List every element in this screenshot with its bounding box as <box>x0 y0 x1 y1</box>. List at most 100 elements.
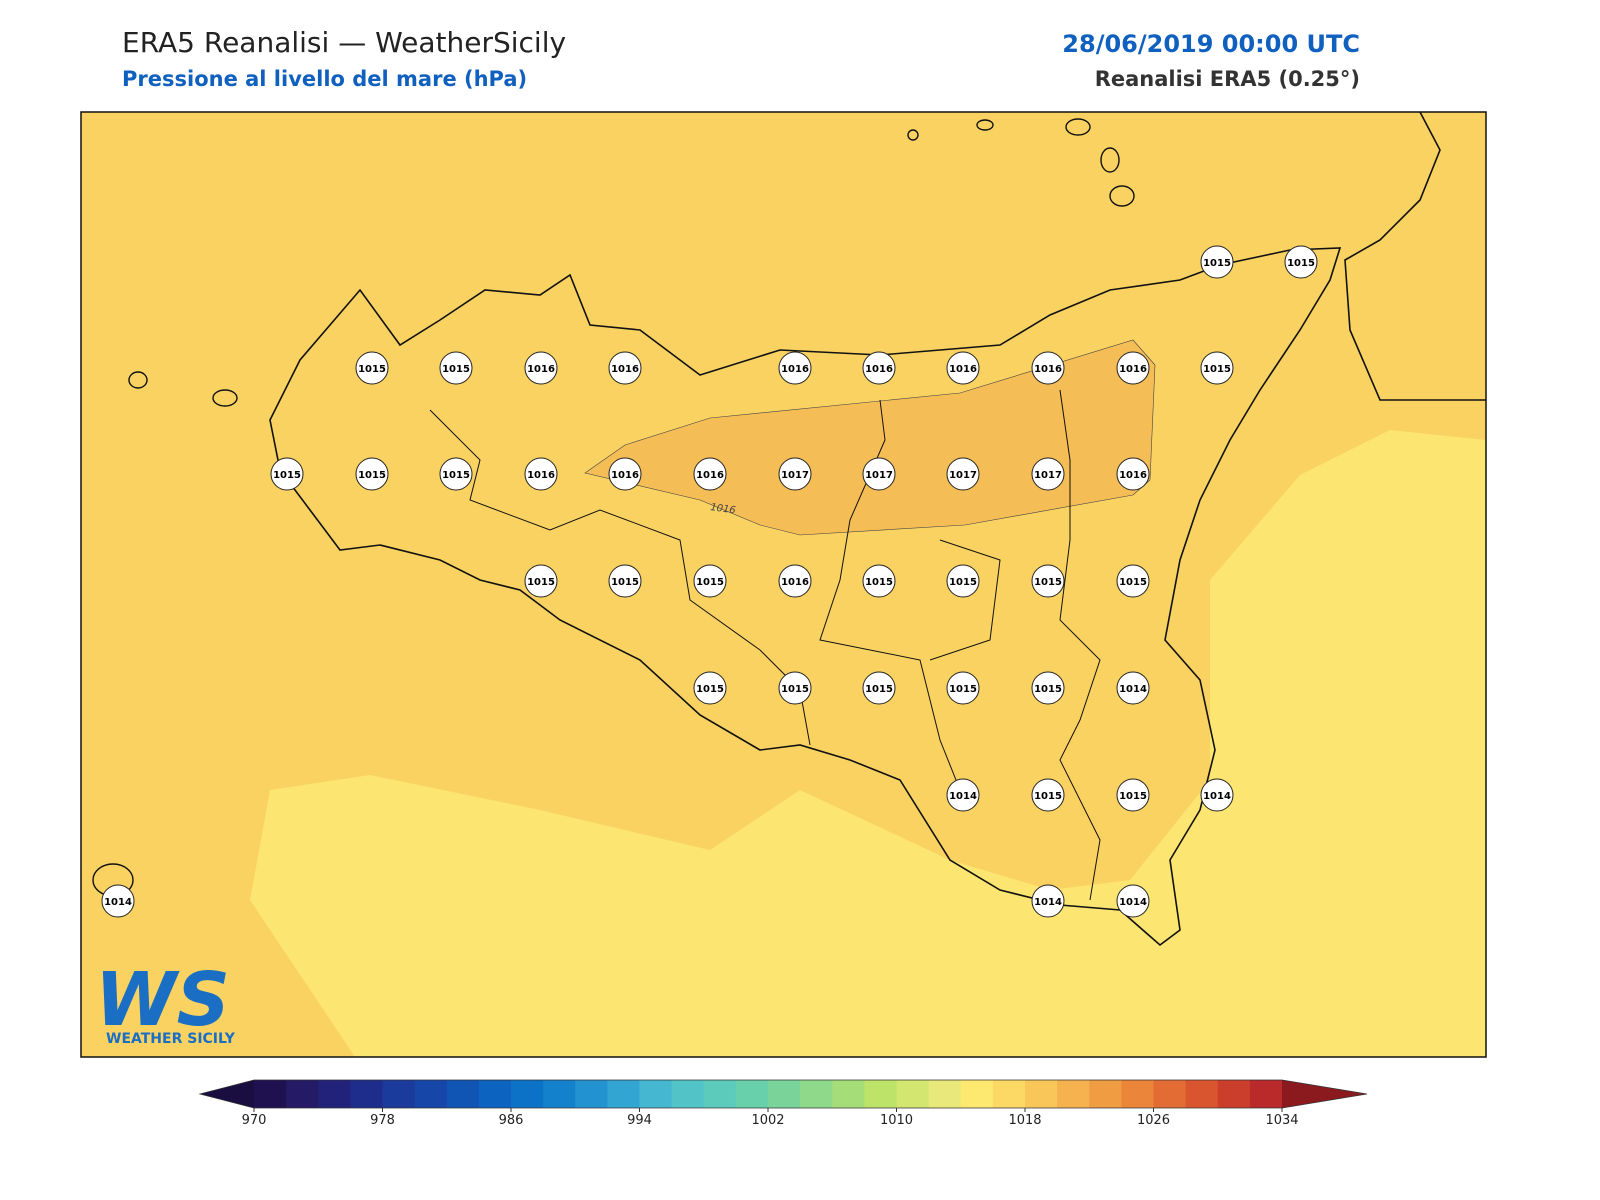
station-marker <box>1031 884 1065 918</box>
colorbar-segment <box>960 1080 994 1108</box>
colorbar-segment <box>896 1080 930 1108</box>
station-value: 1016 <box>949 364 977 375</box>
colorbar-tick-label: 978 <box>370 1113 395 1128</box>
colorbar-segment <box>992 1080 1026 1108</box>
station-marker <box>778 564 812 598</box>
colorbar-segment <box>735 1080 769 1108</box>
station-marker <box>1116 671 1150 705</box>
station-value: 1015 <box>527 577 555 588</box>
station-marker <box>1116 884 1150 918</box>
station-marker <box>1116 457 1150 491</box>
province-borders <box>429 389 1101 901</box>
colorbar-extend-min <box>200 1080 254 1108</box>
colorbar-segment <box>446 1080 480 1108</box>
colorbar: 970 978 986 994 1002 1010 1018 1026 1034 <box>198 1079 1368 1128</box>
colorbar-segment <box>511 1080 544 1108</box>
colorbar-segment <box>1025 1080 1058 1108</box>
station-value: 1016 <box>696 470 724 481</box>
station-marker <box>524 564 558 598</box>
station-marker <box>862 671 896 705</box>
colorbar-segment <box>864 1080 897 1108</box>
station-value: 1017 <box>865 470 893 481</box>
station-value: 1015 <box>442 470 470 481</box>
station-marker <box>1031 564 1065 598</box>
logo-mark: WS <box>95 957 230 1043</box>
station-value: 1015 <box>1034 684 1062 695</box>
station-marker <box>862 351 896 385</box>
colorbar-extend-max <box>1282 1080 1367 1108</box>
colorbar-segment <box>768 1080 801 1108</box>
station-marker <box>439 351 473 385</box>
station-value: 1016 <box>781 577 809 588</box>
colorbar-segment <box>1121 1080 1154 1108</box>
colorbar-segment <box>1249 1080 1283 1108</box>
station-marker <box>693 457 727 491</box>
station-marker <box>778 671 812 705</box>
station-marker <box>946 564 980 598</box>
station-value: 1015 <box>1034 791 1062 802</box>
colorbar-segment <box>478 1080 512 1108</box>
colorbar-segment <box>1217 1080 1251 1108</box>
station-value: 1014 <box>104 897 132 908</box>
station-value: 1015 <box>1119 577 1147 588</box>
colorbar-segment <box>1089 1080 1122 1108</box>
colorbar-tick-label: 1010 <box>880 1113 913 1128</box>
colorbar-segment <box>350 1080 383 1108</box>
colorbar-tick-label: 970 <box>242 1113 267 1128</box>
date: 28/06/2019 00:00 UTC <box>1062 30 1360 58</box>
station-marker <box>946 778 980 812</box>
station-marker <box>946 351 980 385</box>
station-value: 1017 <box>949 470 977 481</box>
station-value: 1015 <box>1119 791 1147 802</box>
station-marker <box>1200 778 1234 812</box>
station-value: 1015 <box>1034 577 1062 588</box>
station-value: 1015 <box>949 684 977 695</box>
colorbar-tick-label: 994 <box>627 1113 652 1128</box>
colorbar-tick-label: 986 <box>499 1113 524 1128</box>
station-value: 1015 <box>273 470 301 481</box>
station-value: 1015 <box>696 577 724 588</box>
colorbar-tick-label: 1018 <box>1008 1113 1041 1128</box>
station-marker <box>1116 564 1150 598</box>
station-value: 1016 <box>527 470 555 481</box>
station-marker <box>946 457 980 491</box>
logo-name: WEATHER SICILY <box>106 1031 236 1047</box>
station-marker <box>1031 671 1065 705</box>
station-value: 1015 <box>865 684 893 695</box>
station-marker <box>862 457 896 491</box>
station-marker <box>1031 351 1065 385</box>
station-value: 1014 <box>949 791 977 802</box>
station-marker <box>862 564 896 598</box>
station-value: 1016 <box>1119 364 1147 375</box>
station-marker <box>1031 778 1065 812</box>
station-marker <box>1116 351 1150 385</box>
station-value: 1016 <box>1119 470 1147 481</box>
station-marker <box>270 457 304 491</box>
station-value: 1015 <box>1203 364 1231 375</box>
contour-label: 1016 <box>710 502 737 516</box>
subtitle: Pressione al livello del mare (hPa) <box>122 67 527 91</box>
colorbar-segment <box>703 1080 737 1108</box>
station-marker <box>524 351 558 385</box>
colorbar-segment <box>639 1080 673 1108</box>
station-value: 1015 <box>1203 258 1231 269</box>
station-value: 1015 <box>611 577 639 588</box>
station-value: 1016 <box>611 364 639 375</box>
colorbar-segment <box>832 1080 865 1108</box>
station-value: 1016 <box>527 364 555 375</box>
station-value: 1015 <box>781 684 809 695</box>
station-marker <box>946 671 980 705</box>
colorbar-segment <box>1185 1080 1219 1108</box>
station-marker <box>1200 245 1234 279</box>
station-value: 1014 <box>1034 897 1062 908</box>
station-marker <box>1116 778 1150 812</box>
station-marker <box>608 564 642 598</box>
map: 1016 1015 1015 1015 1015 1016 1016 1016 1016 101… <box>80 111 1487 1058</box>
colorbar-tick-label: 1034 <box>1265 1113 1298 1128</box>
colorbar-segment <box>1057 1080 1090 1108</box>
calabria-coast <box>1344 112 1486 401</box>
station-marker <box>608 457 642 491</box>
station-value: 1016 <box>1034 364 1062 375</box>
station-marker <box>1200 351 1234 385</box>
